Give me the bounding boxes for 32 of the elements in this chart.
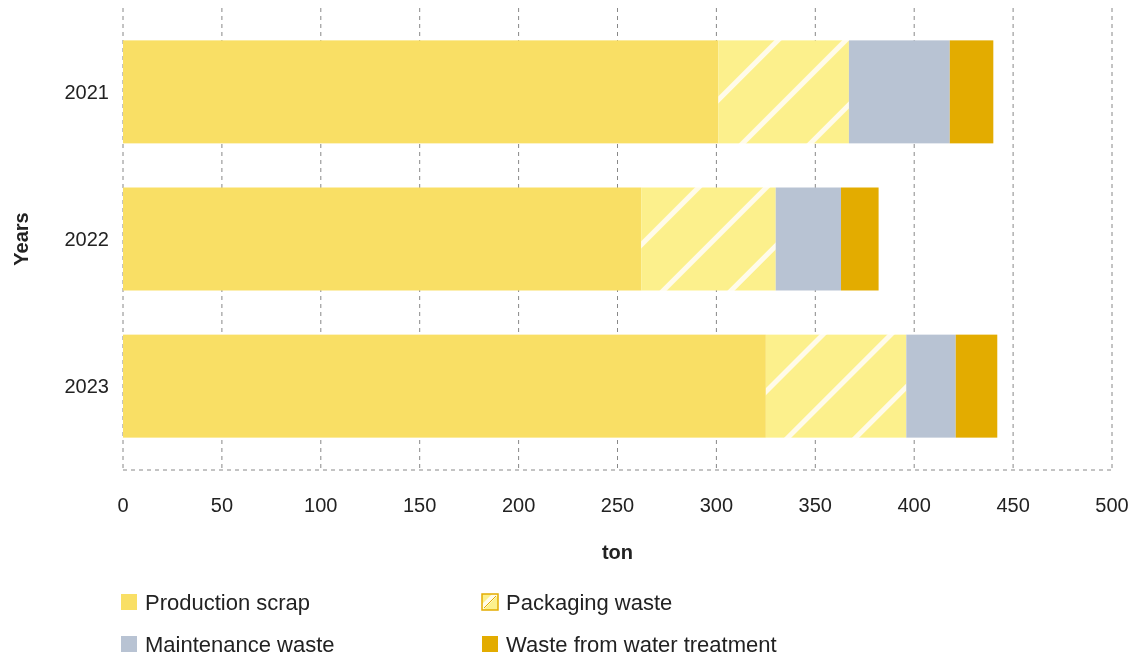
bar: [955, 334, 998, 438]
legend-label: Packaging waste: [506, 589, 673, 615]
y-tick-label: 2022: [64, 228, 109, 250]
bar: [848, 40, 950, 144]
x-tick-label: 200: [501, 494, 536, 516]
x-tick-label: 50: [210, 494, 234, 516]
bar: [949, 40, 994, 144]
x-tick-label: 500: [1095, 494, 1129, 516]
x-tick-label: 150: [403, 494, 437, 516]
bar: [775, 187, 842, 291]
bar: [765, 334, 907, 438]
x-axis-title: ton: [601, 541, 634, 563]
legend-label: Production scrap: [145, 589, 311, 615]
y-tick-label: 2021: [64, 80, 109, 103]
legend-label: Waste from water treatment: [506, 631, 777, 657]
x-tick-label: 350: [798, 494, 832, 516]
bar: [123, 334, 766, 438]
bar: [841, 187, 879, 291]
x-tick-label: 400: [897, 494, 931, 516]
bar: [718, 40, 849, 144]
bar: [123, 187, 642, 291]
x-tick-label: 250: [600, 494, 635, 516]
y-tick-label: 2023: [64, 375, 109, 398]
legend-label: Maintenance waste: [145, 631, 335, 657]
x-tick-label: 450: [996, 494, 1030, 516]
x-tick-label: 300: [699, 494, 734, 516]
y-axis-title: Years: [10, 212, 32, 266]
x-tick-label: 100: [304, 494, 338, 516]
x-tick-label: 0: [117, 494, 129, 516]
bar: [906, 334, 956, 438]
bar: [641, 187, 776, 291]
bar: [123, 40, 719, 144]
